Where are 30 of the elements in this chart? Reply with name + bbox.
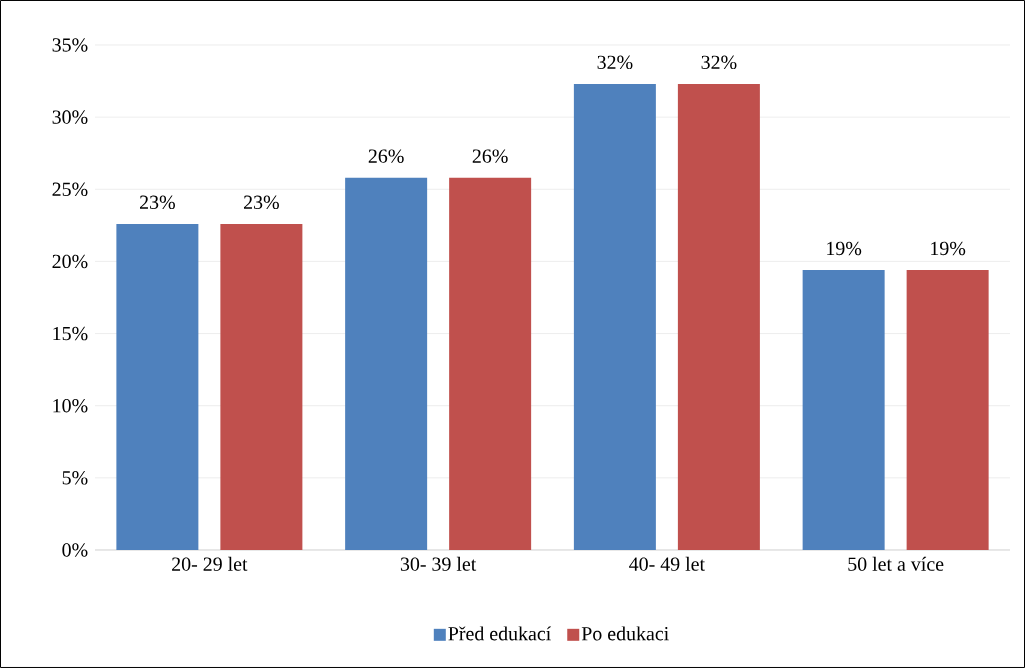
y-tick-label: 20% bbox=[52, 254, 88, 269]
y-tick-label: 10% bbox=[53, 398, 88, 413]
x-tick-label: 20- 29 let bbox=[172, 556, 248, 571]
x-tick-label: 50 let a více bbox=[848, 556, 944, 571]
data-label: 26% bbox=[368, 149, 404, 163]
data-label: 23% bbox=[140, 195, 175, 210]
bar bbox=[345, 177, 428, 550]
bar bbox=[116, 223, 199, 550]
bar bbox=[677, 83, 760, 550]
legend-label: Před edukací bbox=[448, 626, 552, 641]
data-label: 23% bbox=[244, 195, 279, 210]
bar bbox=[449, 177, 532, 550]
data-label: 19% bbox=[931, 241, 966, 256]
x-tick-label: 40- 49 let bbox=[629, 556, 705, 571]
bar bbox=[906, 270, 989, 550]
data-label: 32% bbox=[597, 55, 633, 70]
data-label: 32% bbox=[701, 55, 737, 70]
legend-label: Po edukaci bbox=[581, 626, 669, 641]
data-label: 19% bbox=[827, 241, 862, 256]
y-tick-label: 15% bbox=[53, 326, 88, 341]
y-tick-label: 0% bbox=[62, 543, 88, 557]
y-tick-label: 30% bbox=[52, 110, 88, 124]
bar bbox=[802, 270, 885, 550]
y-tick-label: 5% bbox=[62, 471, 88, 485]
bar bbox=[573, 83, 656, 550]
y-tick-label: 35% bbox=[52, 38, 88, 52]
y-tick-label: 25% bbox=[52, 182, 88, 197]
bar bbox=[220, 223, 303, 550]
data-label: 26% bbox=[472, 149, 508, 163]
x-tick-label: 30- 39 let bbox=[400, 556, 477, 571]
